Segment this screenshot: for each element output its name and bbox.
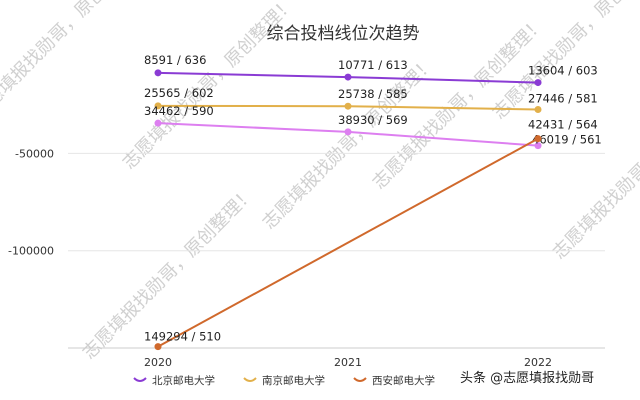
legend-item[interactable]: 西安邮电大学	[353, 374, 435, 387]
data-point[interactable]	[534, 142, 542, 150]
data-label: 149294 / 510	[144, 330, 221, 344]
data-point[interactable]	[154, 69, 162, 77]
x-axis: 2020 2021 2022	[144, 356, 552, 369]
data-point[interactable]	[344, 73, 352, 81]
watermark-text: 志愿填报找勋哥，原创整理！	[0, 0, 149, 124]
data-label: 27446 / 581	[528, 92, 598, 106]
series-3: 149294 / 510 42431 / 564	[144, 118, 598, 351]
credit-text: 头条 @志愿填报找勋哥	[460, 370, 594, 386]
data-label: 42431 / 564	[528, 118, 598, 132]
watermark-layer: 志愿填报找勋哥，原创整理！志愿填报找勋哥，原创整理！志愿填报找勋哥，原创整理！志…	[0, 0, 640, 364]
data-point[interactable]	[344, 128, 352, 136]
grid	[68, 152, 605, 349]
legend-item[interactable]: 北京邮电大学	[133, 374, 215, 387]
legend[interactable]: 北京邮电大学 南京邮电大学 西安邮电大学	[133, 374, 435, 387]
data-point[interactable]	[154, 119, 162, 127]
legend-label: 西安邮电大学	[372, 374, 435, 387]
data-label: 10771 / 613	[338, 58, 408, 72]
data-label: 8591 / 636	[144, 53, 206, 67]
series-line	[157, 137, 539, 348]
data-point[interactable]	[534, 79, 542, 87]
x-tick-label: 2021	[334, 356, 362, 369]
data-point[interactable]	[344, 102, 352, 110]
plot-area: 8591 / 636 10771 / 613 13604 / 603 25565 / …	[144, 53, 602, 351]
legend-swatch	[353, 377, 367, 382]
legend-swatch	[133, 377, 147, 382]
series-1: 25565 / 602 25738 / 585 27446 / 581	[144, 86, 598, 114]
legend-item[interactable]: 南京邮电大学	[243, 374, 325, 387]
data-label: 38930 / 569	[338, 113, 408, 127]
legend-swatch	[243, 377, 257, 382]
data-point[interactable]	[534, 135, 542, 143]
y-tick-label: -100000	[8, 245, 54, 258]
x-tick-label: 2022	[524, 356, 552, 369]
data-point[interactable]	[534, 106, 542, 114]
data-label: 46019 / 561	[532, 133, 602, 147]
series-0: 8591 / 636 10771 / 613 13604 / 603	[144, 53, 598, 87]
data-label: 25565 / 602	[144, 86, 214, 100]
x-tick-label: 2020	[144, 356, 172, 369]
data-label: 34462 / 590	[144, 104, 214, 118]
data-label: 13604 / 603	[528, 64, 598, 78]
legend-label: 南京邮电大学	[262, 374, 325, 387]
data-point[interactable]	[154, 343, 162, 351]
watermark-text: 志愿填报找勋哥，原创整理！	[549, 83, 640, 263]
legend-label: 北京邮电大学	[152, 374, 215, 387]
data-label: 25738 / 585	[338, 87, 408, 101]
data-point[interactable]	[154, 102, 162, 110]
y-axis: -50000 -100000	[8, 147, 54, 257]
chart-title: 综合投档线位次趋势	[267, 24, 420, 44]
series-2: 34462 / 590 38930 / 569 46019 / 561	[144, 104, 602, 150]
y-tick-label: -50000	[15, 147, 54, 160]
